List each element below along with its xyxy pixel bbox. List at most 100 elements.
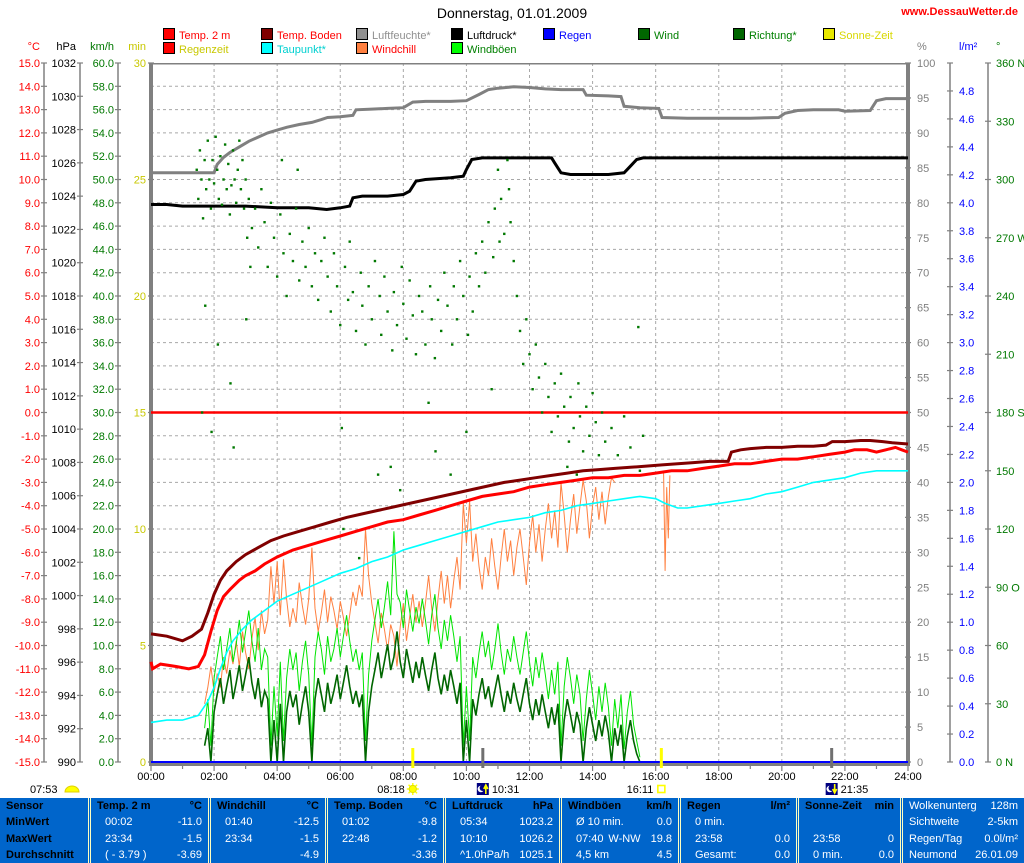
column-header: Windchill °C <box>211 798 325 814</box>
min-value: 05:34 1023.2 <box>446 814 559 830</box>
axis-lm2-tick-label: 3.4 <box>959 282 974 294</box>
cell-time: Ø 10 min. <box>576 816 624 829</box>
cell-time: 01:02 <box>342 816 370 829</box>
axis-lm2-tick-label: 2.4 <box>959 421 974 433</box>
column-unit: km/h <box>646 800 672 813</box>
axis-deg-tick-label: 120 <box>996 524 1014 536</box>
cell-value: 1026.2 <box>519 832 553 845</box>
axis-pct-tick-label: 70 <box>917 268 929 280</box>
max-value: 23:58 0.0 <box>681 831 796 847</box>
axis-C-tick-label: 11.0 <box>19 151 40 163</box>
row-label: MaxWert <box>0 831 88 847</box>
table-column-regen: Regen l/m² 0 min. 23:58 0.0 Gesamt: 0.0 <box>678 798 796 863</box>
min-value: 00:02 -11.0 <box>91 814 208 830</box>
axis-lm2-tick-label: 4.2 <box>959 170 974 182</box>
cell-time: 10:10 <box>460 832 488 845</box>
website-link[interactable]: www.DessauWetter.de <box>901 6 1018 18</box>
axis-hPa-tick-label: 1018 <box>52 291 76 303</box>
axis-lm2-tick-label: 1.6 <box>959 533 974 545</box>
cell-time: 23:58 <box>695 832 723 845</box>
axis-C-tick-label: -5.0 <box>21 524 40 536</box>
axis-unit-C: °C <box>28 41 40 53</box>
axis-C-tick-label: 2.0 <box>25 361 40 373</box>
axis-C-tick-label: -13.0 <box>15 710 40 722</box>
column-name: Temp. 2 m <box>97 800 151 813</box>
axis-lm2-tick-label: 3.2 <box>959 310 974 322</box>
info-row: Regen/Tag 0.0l/m² <box>903 831 1024 847</box>
axis-lm2-tick-label: 0.4 <box>959 701 974 713</box>
axis-pct-tick-label: 20 <box>917 617 929 629</box>
info-label: Neumond <box>909 848 957 861</box>
axis-C-tick-label: 3.0 <box>25 338 40 350</box>
axis-pct-tick-label: 25 <box>917 582 929 594</box>
axis-kmh-tick-label: 46.0 <box>93 221 114 233</box>
legend-item-wind: Wind <box>638 28 680 42</box>
row-label: Durchschnitt <box>0 847 88 863</box>
axis-C-tick-label: 15.0 <box>19 58 40 70</box>
sunrise-icon <box>406 783 419 795</box>
x-tick-label: 24:00 <box>894 771 922 783</box>
axis-min-tick-label: 15 <box>134 408 146 420</box>
event-time: 21:35 <box>841 784 869 796</box>
column-header: Regen l/m² <box>681 798 796 814</box>
row-label: Sensor <box>0 798 88 814</box>
series-luftdruck <box>151 156 908 212</box>
axis-pct-tick-label: 60 <box>917 338 929 350</box>
column-name: Sonne-Zeit <box>805 800 862 813</box>
info-label: Sichtweite <box>909 816 960 829</box>
column-header: Windböen km/h <box>562 798 678 814</box>
axis-kmh-tick-label: 40.0 <box>93 291 114 303</box>
axis-kmh-tick-label: 8.0 <box>99 664 114 676</box>
legend-swatch <box>733 28 745 40</box>
axis-unit-hPa: hPa <box>56 41 76 53</box>
legend-item-luftfeuchte-: Luftfeuchte* <box>356 28 431 42</box>
axis-kmh-tick-label: 42.0 <box>93 268 114 280</box>
axis-pct-tick-label: 100 <box>917 58 935 70</box>
axis-lm2-tick-label: 1.2 <box>959 589 974 601</box>
x-tick-label: 00:00 <box>137 771 165 783</box>
axis-lm2: 0.0 0.2 0.4 0.6 0.8 1.0 1.2 1.4 1.6 1.8 2.0 2.2 2.4 2… <box>947 41 978 769</box>
axis-pct-tick-label: 65 <box>917 303 929 315</box>
max-value: 22:48 -1.2 <box>328 831 443 847</box>
axis-C-tick-label: -3.0 <box>21 477 40 489</box>
x-tick-label: 20:00 <box>768 771 796 783</box>
x-tick-label: 16:00 <box>642 771 670 783</box>
axis-lm2-tick-label: 4.4 <box>959 142 974 154</box>
min-value: Ø 10 min. 0.0 <box>562 814 678 830</box>
axis-kmh-tick-label: 12.0 <box>93 617 114 629</box>
row-label-text: Sensor <box>6 800 44 813</box>
info-row: Wolkenunterg 128m <box>903 798 1024 814</box>
column-header: Luftdruck hPa <box>446 798 559 814</box>
axis-kmh-tick-label: 4.0 <box>99 710 114 722</box>
cell-time: 0 min. <box>813 848 843 861</box>
legend-swatch <box>356 28 368 40</box>
max-value: 23:34 -1.5 <box>91 831 208 847</box>
axis-hPa-tick-label: 1028 <box>52 125 76 137</box>
cell-value: 0.0 <box>774 848 790 861</box>
axis-kmh-tick-label: 2.0 <box>99 734 114 746</box>
axis-kmh-tick-label: 48.0 <box>93 198 114 210</box>
axis-hPa-tick-label: 990 <box>58 757 76 769</box>
axis-pct-tick-label: 40 <box>917 477 929 489</box>
table-column-luftdruck: Luftdruck hPa 05:34 1023.2 10:10 1026.2 ^1.0hP… <box>443 798 559 863</box>
x-tick-label: 12:00 <box>516 771 544 783</box>
axis-unit-min: min <box>128 41 146 53</box>
legend-item-sonne-zeit: Sonne-Zeit <box>823 28 893 42</box>
axis-hPa-tick-label: 994 <box>58 690 76 702</box>
cell-time: 0 min. <box>695 816 725 829</box>
axis-pct-tick-label: 50 <box>917 408 929 420</box>
cell-value: 1025.1 <box>519 848 553 861</box>
legend-swatch <box>823 28 835 40</box>
axis-kmh-tick-label: 56.0 <box>93 105 114 117</box>
min-value: 01:40 -12.5 <box>211 814 325 830</box>
axis-kmh-tick-label: 36.0 <box>93 338 114 350</box>
axis-C-tick-label: -14.0 <box>15 734 40 746</box>
axis-hPa-tick-label: 1030 <box>52 91 76 103</box>
axis-unit-deg: ° <box>996 41 1000 53</box>
column-unit: hPa <box>532 800 553 813</box>
row-label-text: MaxWert <box>6 832 52 845</box>
column-unit: °C <box>306 800 319 813</box>
legend-label: Wind <box>654 30 680 42</box>
legend-swatch <box>163 42 175 54</box>
scatter-richtung <box>195 135 645 560</box>
